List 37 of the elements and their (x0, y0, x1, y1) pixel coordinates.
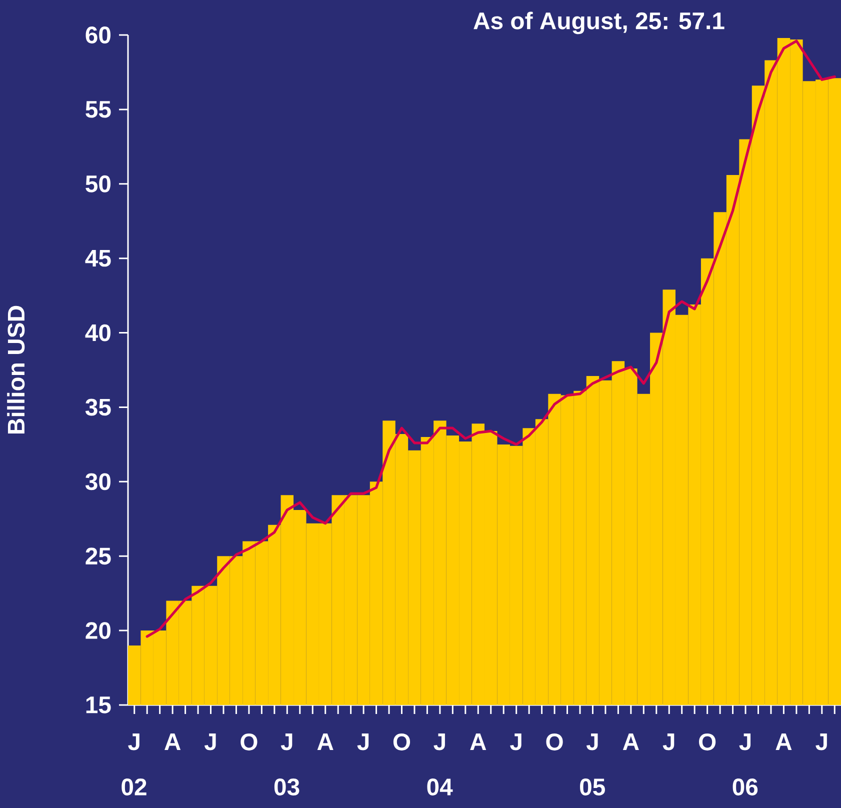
x-tick-label: J (280, 734, 292, 750)
x2-tick-label: 05 (580, 778, 605, 796)
x2-tick-label: 06 (732, 778, 758, 796)
x-tick-label: A (470, 734, 486, 750)
x-tick-label: A (776, 734, 792, 750)
y-tick-label: 60 (86, 26, 110, 44)
x-tick-label: J (434, 734, 445, 750)
x-tick-label: J (739, 734, 751, 750)
y-tick-label: 20 (86, 622, 110, 640)
x-tick-label: J (816, 734, 827, 750)
x-tick-label: J (204, 734, 216, 750)
x-tick-label: O (240, 734, 258, 750)
y-tick-label: 30 (85, 473, 110, 490)
y-tick-label: 50 (86, 175, 110, 192)
y-tick-label: 25 (86, 548, 111, 565)
x-tick-label: A (317, 734, 334, 750)
x-tick-label: A (622, 734, 639, 750)
x-tick-label: J (662, 734, 674, 750)
x-tick-label: J (357, 734, 369, 750)
x-tick-label: A (164, 734, 181, 750)
y-tick-label: 55 (86, 101, 111, 118)
x-tick-label: O (546, 734, 563, 750)
y-tick-label: 40 (85, 324, 110, 342)
y-axis-title: Billion USD (7, 306, 25, 434)
x-tick-label: J (128, 734, 140, 750)
x2-tick-label: 04 (427, 778, 453, 796)
y-tick-label: 35 (85, 398, 111, 416)
x-tick-label: J (510, 734, 522, 750)
x2-tick-label: 03 (274, 778, 300, 796)
y-tick-label: 45 (85, 250, 111, 267)
text: As of August, 25: 57.1 (474, 12, 724, 34)
x-tick-label: J (586, 734, 598, 750)
y-tick-label: 15 (86, 696, 111, 714)
x-tick-label: O (699, 734, 716, 750)
line-series (146, 40, 836, 638)
x2-tick-label: 02 (122, 778, 146, 796)
x-tick-label: O (393, 734, 410, 750)
